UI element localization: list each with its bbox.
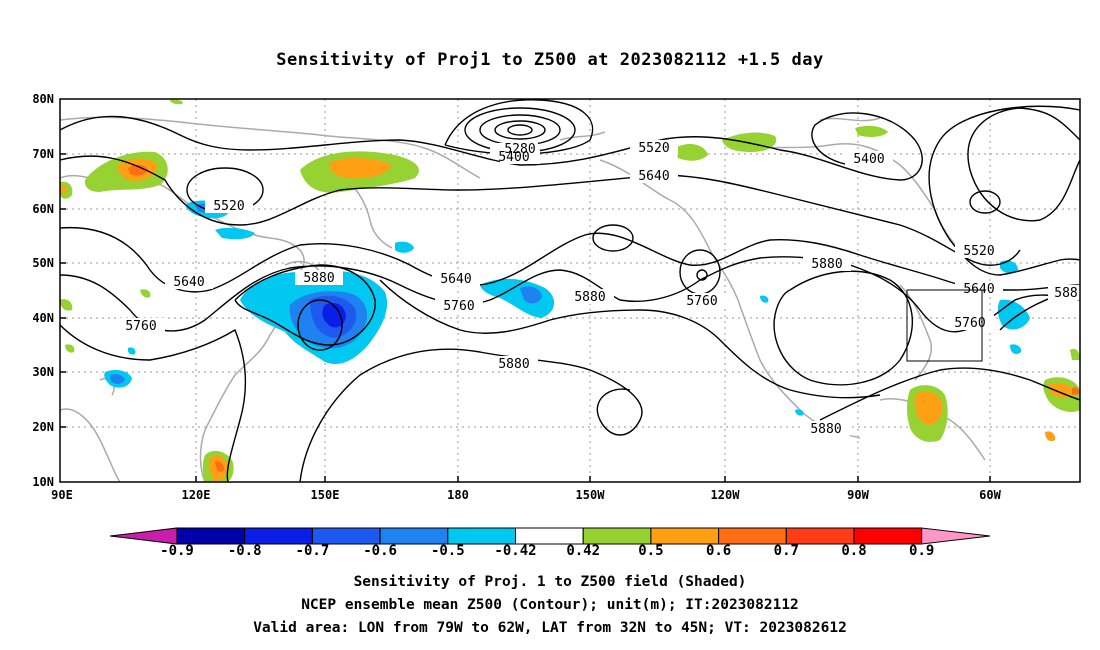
colorbar-swatch [311,527,381,545]
colorbar-swatch [176,527,246,545]
colorbar-tick-label: -0.42 [494,543,537,559]
colorbar-low-extension [109,527,178,545]
lat-label: 40N [32,311,54,325]
colorbar-swatch [718,527,787,545]
contour-label: 5520 [638,141,669,156]
colorbar-swatch [447,527,516,545]
contour-label: 5640 [963,282,994,297]
contour-label: 5880 [498,357,529,372]
colorbar-swatch [515,527,584,545]
caption-shaded: Sensitivity of Proj. 1 to Z500 field (Sh… [353,574,747,590]
contour-label: 5760 [954,316,985,331]
colorbar-tick-label: -0.6 [363,543,397,559]
contour-label: 5880 [810,422,841,437]
lat-label: 20N [32,420,54,434]
contour-label: 5880 [811,257,842,272]
lon-label: 120W [710,488,740,502]
colorbar-high-extension [921,527,991,545]
contour-label: 5880 [574,290,605,305]
colorbar-tick-label: 0.8 [841,543,867,559]
caption-contour: NCEP ensemble mean Z500 (Contour); unit(… [301,597,799,613]
lon-label: 120E [181,488,211,502]
colorbar-tick-label: 0.6 [705,543,732,559]
lon-label: 90W [847,488,869,502]
contour-label: 5520 [963,244,994,259]
colorbar-tick-label: 0.42 [566,543,601,559]
contour-label: 5400 [498,150,529,165]
map-frame [59,98,1081,483]
lat-label: 60N [32,202,54,216]
colorbar-tick-label: 0.5 [638,543,664,559]
colorbar-tick-label: -0.7 [295,543,330,559]
colorbar-tick-label: -0.8 [227,543,262,559]
caption-valid-area: Valid area: LON from 79W to 62W, LAT fro… [253,620,847,636]
colorbar-tick-label: 0.7 [773,543,799,559]
colorbar-swatch [650,527,720,545]
contour-label: 5760 [125,319,156,334]
colorbar-tick-label: -0.9 [160,543,194,559]
map-plot-area [60,99,1080,482]
contour-label: 5880 [303,271,334,286]
lon-label: 180 [447,488,469,502]
lon-label: 90E [51,488,73,502]
lon-label: 60W [979,488,1001,502]
colorbar-swatch [582,527,652,545]
contour-label: 5400 [853,152,884,167]
map-title: Sensitivity of Proj1 to Z500 at 20230821… [276,50,824,70]
lon-label: 150W [575,488,605,502]
lat-label: 50N [32,256,54,270]
lat-label: 30N [32,365,54,379]
contour-label: 5640 [173,275,204,290]
colorbar-tick-label: 0.9 [909,543,935,559]
valid-area-box [906,289,983,362]
contour-label: 588 [1054,286,1077,301]
colorbar-swatch [244,527,313,545]
contour-labels: 5280 5400 5520 5400 5520 5640 5520 5640 … [125,141,1077,437]
colorbar-swatch [379,527,449,545]
contour-label: 5280 [504,142,535,157]
colorbar-swatch [785,527,855,545]
colorbar-tick-label: -0.5 [430,543,465,559]
contour-label: 5760 [443,299,474,314]
lat-label: 80N [32,92,54,106]
contour-label: 5640 [638,169,669,184]
contour-label: 5640 [440,272,471,287]
contour-label: 5760 [686,294,717,309]
contour-label: 5520 [213,199,244,214]
lat-label: 70N [32,147,54,161]
sensitivity-shading [60,99,1080,482]
lat-label: 10N [32,475,54,489]
lon-label: 150E [310,488,340,502]
colorbar-swatch [853,527,923,545]
